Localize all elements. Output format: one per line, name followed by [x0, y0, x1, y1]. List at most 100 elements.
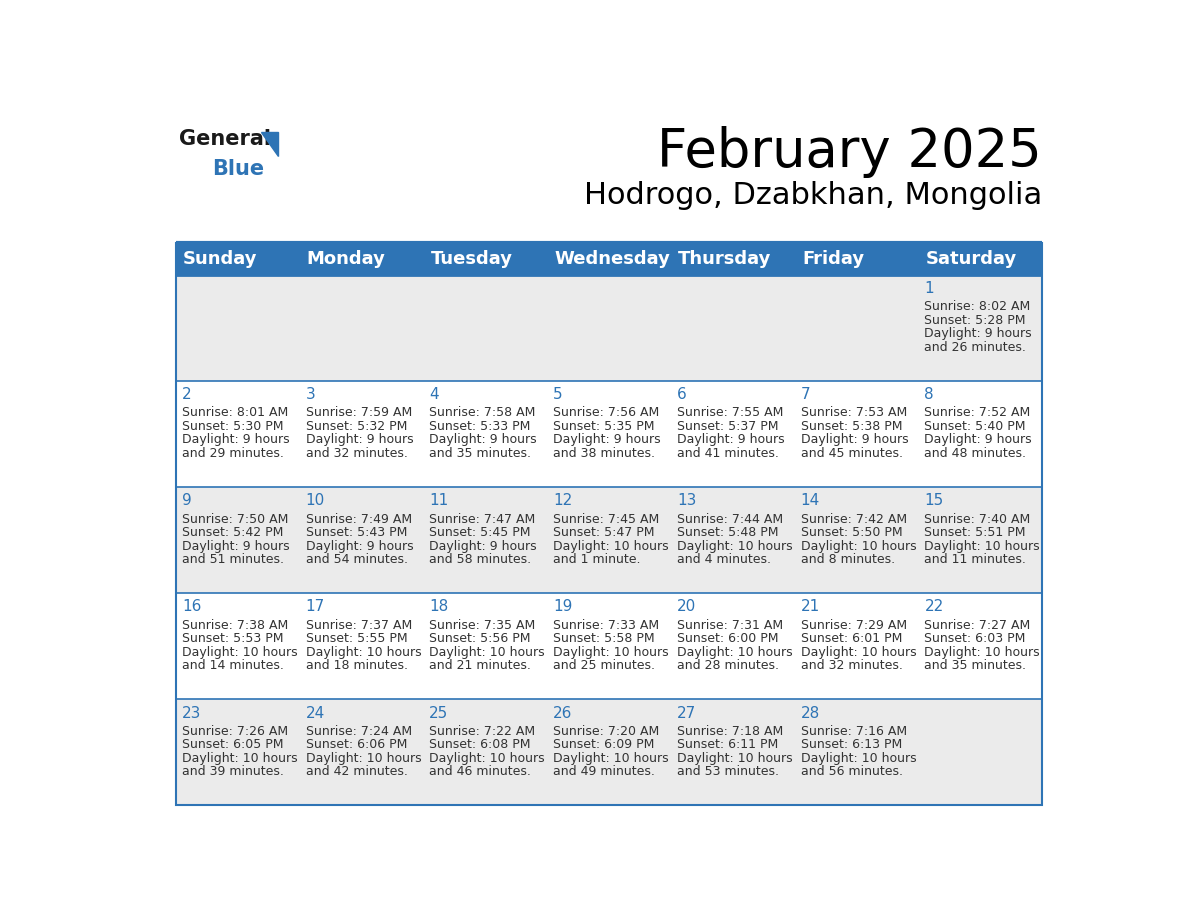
Text: Sunset: 5:47 PM: Sunset: 5:47 PM	[554, 526, 655, 539]
Text: 8: 8	[924, 387, 934, 402]
Text: 18: 18	[429, 599, 449, 614]
Text: Sunset: 5:30 PM: Sunset: 5:30 PM	[182, 420, 283, 433]
Text: Sunrise: 7:16 AM: Sunrise: 7:16 AM	[801, 725, 906, 738]
Bar	[299, 487, 423, 593]
Bar	[671, 274, 795, 381]
Text: Thursday: Thursday	[678, 250, 771, 268]
Text: Sunset: 6:05 PM: Sunset: 6:05 PM	[182, 738, 283, 751]
Bar	[918, 381, 1042, 487]
Text: Daylight: 10 hours: Daylight: 10 hours	[429, 752, 545, 765]
Bar	[176, 381, 299, 487]
Bar	[671, 242, 795, 274]
Bar	[423, 593, 546, 700]
Text: Sunrise: 8:02 AM: Sunrise: 8:02 AM	[924, 300, 1031, 313]
Text: Sunset: 6:06 PM: Sunset: 6:06 PM	[305, 738, 407, 751]
Text: Sunrise: 7:53 AM: Sunrise: 7:53 AM	[801, 407, 906, 420]
Text: February 2025: February 2025	[657, 126, 1042, 177]
Bar	[176, 242, 299, 274]
Text: Daylight: 10 hours: Daylight: 10 hours	[182, 645, 297, 658]
Text: Sunset: 5:50 PM: Sunset: 5:50 PM	[801, 526, 903, 539]
Text: Sunset: 6:13 PM: Sunset: 6:13 PM	[801, 738, 902, 751]
Text: Daylight: 10 hours: Daylight: 10 hours	[305, 752, 422, 765]
Bar	[299, 381, 423, 487]
Text: and 45 minutes.: and 45 minutes.	[801, 447, 903, 460]
Text: and 8 minutes.: and 8 minutes.	[801, 553, 895, 566]
Text: and 56 minutes.: and 56 minutes.	[801, 766, 903, 778]
Text: 7: 7	[801, 387, 810, 402]
Text: 13: 13	[677, 493, 696, 509]
Text: Daylight: 9 hours: Daylight: 9 hours	[182, 540, 290, 553]
Bar	[299, 242, 423, 274]
Text: Daylight: 10 hours: Daylight: 10 hours	[924, 540, 1041, 553]
Text: 17: 17	[305, 599, 324, 614]
Bar	[795, 593, 918, 700]
Text: Sunset: 5:42 PM: Sunset: 5:42 PM	[182, 526, 283, 539]
Text: Friday: Friday	[802, 250, 864, 268]
Text: Sunrise: 7:31 AM: Sunrise: 7:31 AM	[677, 619, 783, 632]
Bar	[423, 242, 546, 274]
Text: Sunrise: 7:45 AM: Sunrise: 7:45 AM	[554, 512, 659, 526]
Text: 1: 1	[924, 281, 934, 297]
Text: Daylight: 10 hours: Daylight: 10 hours	[801, 752, 916, 765]
Text: Sunrise: 7:58 AM: Sunrise: 7:58 AM	[429, 407, 536, 420]
Text: Daylight: 9 hours: Daylight: 9 hours	[182, 433, 290, 446]
Text: Sunset: 5:38 PM: Sunset: 5:38 PM	[801, 420, 902, 433]
Text: 15: 15	[924, 493, 943, 509]
Text: Wednesday: Wednesday	[555, 250, 670, 268]
Text: and 54 minutes.: and 54 minutes.	[305, 553, 407, 566]
Text: 16: 16	[182, 599, 201, 614]
Text: Daylight: 9 hours: Daylight: 9 hours	[677, 433, 784, 446]
Text: and 53 minutes.: and 53 minutes.	[677, 766, 779, 778]
Text: Sunset: 5:53 PM: Sunset: 5:53 PM	[182, 633, 283, 645]
Text: Sunset: 6:09 PM: Sunset: 6:09 PM	[554, 738, 655, 751]
Text: Sunset: 5:33 PM: Sunset: 5:33 PM	[429, 420, 531, 433]
Text: Daylight: 10 hours: Daylight: 10 hours	[305, 645, 422, 658]
Text: Blue: Blue	[211, 159, 264, 179]
Text: Sunset: 5:56 PM: Sunset: 5:56 PM	[429, 633, 531, 645]
Text: and 26 minutes.: and 26 minutes.	[924, 341, 1026, 353]
Bar	[546, 274, 671, 381]
Text: Sunrise: 7:55 AM: Sunrise: 7:55 AM	[677, 407, 783, 420]
Text: Sunrise: 7:47 AM: Sunrise: 7:47 AM	[429, 512, 536, 526]
Text: Daylight: 10 hours: Daylight: 10 hours	[677, 540, 792, 553]
Text: General: General	[179, 129, 272, 150]
Bar	[795, 381, 918, 487]
Text: and 39 minutes.: and 39 minutes.	[182, 766, 284, 778]
Bar	[671, 593, 795, 700]
Text: Sunset: 5:55 PM: Sunset: 5:55 PM	[305, 633, 407, 645]
Text: Sunset: 5:43 PM: Sunset: 5:43 PM	[305, 526, 407, 539]
Text: 25: 25	[429, 706, 449, 721]
Text: and 28 minutes.: and 28 minutes.	[677, 659, 779, 672]
Bar	[671, 381, 795, 487]
Text: Sunset: 5:40 PM: Sunset: 5:40 PM	[924, 420, 1026, 433]
Text: Sunrise: 7:33 AM: Sunrise: 7:33 AM	[554, 619, 659, 632]
Bar	[671, 487, 795, 593]
Bar	[423, 700, 546, 805]
Text: Saturday: Saturday	[925, 250, 1017, 268]
Text: Sunrise: 7:22 AM: Sunrise: 7:22 AM	[429, 725, 536, 738]
Text: Sunrise: 7:26 AM: Sunrise: 7:26 AM	[182, 725, 287, 738]
Text: 11: 11	[429, 493, 449, 509]
Text: Sunrise: 7:52 AM: Sunrise: 7:52 AM	[924, 407, 1031, 420]
Bar	[546, 381, 671, 487]
Bar	[918, 242, 1042, 274]
Text: Sunset: 5:45 PM: Sunset: 5:45 PM	[429, 526, 531, 539]
Text: Sunrise: 7:40 AM: Sunrise: 7:40 AM	[924, 512, 1031, 526]
Bar	[176, 274, 299, 381]
Text: Daylight: 10 hours: Daylight: 10 hours	[182, 752, 297, 765]
Text: Daylight: 10 hours: Daylight: 10 hours	[429, 645, 545, 658]
Text: 10: 10	[305, 493, 324, 509]
Bar	[546, 593, 671, 700]
Text: Sunrise: 7:49 AM: Sunrise: 7:49 AM	[305, 512, 412, 526]
Text: Daylight: 9 hours: Daylight: 9 hours	[924, 328, 1032, 341]
Text: Sunrise: 7:50 AM: Sunrise: 7:50 AM	[182, 512, 289, 526]
Bar	[176, 593, 299, 700]
Text: and 14 minutes.: and 14 minutes.	[182, 659, 284, 672]
Text: and 1 minute.: and 1 minute.	[554, 553, 640, 566]
Text: and 58 minutes.: and 58 minutes.	[429, 553, 531, 566]
Polygon shape	[261, 131, 278, 156]
Text: 5: 5	[554, 387, 563, 402]
Bar	[423, 487, 546, 593]
Text: 23: 23	[182, 706, 201, 721]
Bar	[918, 700, 1042, 805]
